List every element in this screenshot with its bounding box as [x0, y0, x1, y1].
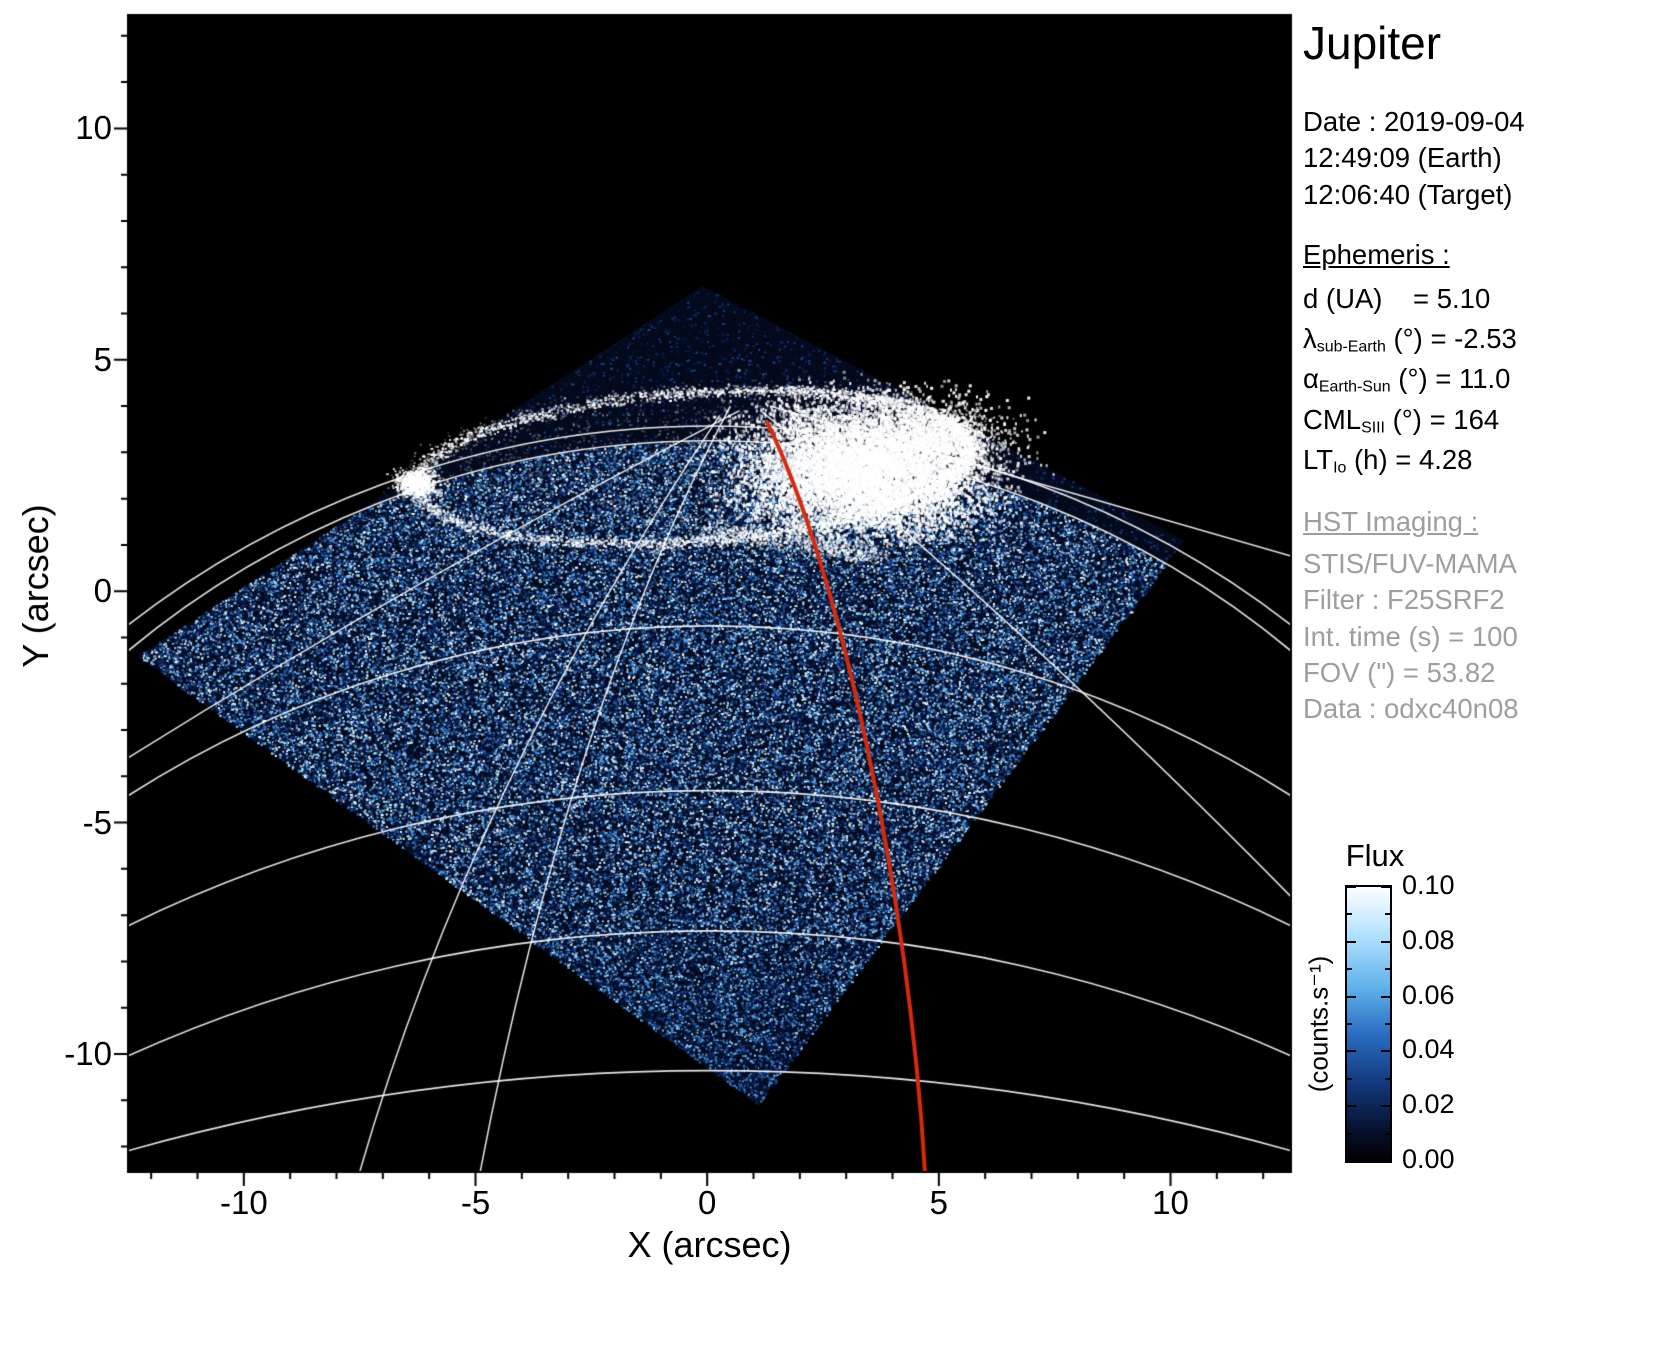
colorbar-tick-mark — [1347, 1160, 1356, 1162]
hst-imaging-heading: HST Imaging : — [1303, 505, 1479, 537]
ephemeris-subscript: sub-Earth — [1316, 338, 1386, 356]
flux-colorbar — [1345, 885, 1392, 1163]
y-tick-label: -10 — [64, 1034, 112, 1072]
colorbar-title: Flux — [1345, 838, 1405, 873]
colorbar-minor-tick-mark — [1385, 968, 1390, 971]
colorbar-minor-tick-mark — [1347, 913, 1352, 916]
colorbar-tick-mark — [1381, 1160, 1390, 1162]
colorbar-tick-label: 0.08 — [1402, 924, 1455, 955]
ephemeris-value: (°) = -2.53 — [1385, 323, 1517, 355]
colorbar-minor-tick-mark — [1385, 1023, 1390, 1025]
x-axis-label: X (arcsec) — [627, 1224, 792, 1265]
colorbar-minor-tick-mark — [1347, 968, 1352, 971]
colorbar-minor-tick-mark — [1385, 1077, 1390, 1080]
colorbar-minor-tick-mark — [1385, 913, 1390, 916]
colorbar-tick-mark — [1347, 1105, 1356, 1108]
colorbar-tick-label: 0.06 — [1402, 979, 1455, 1010]
ephemeris-subscript: Earth-Sun — [1318, 378, 1391, 396]
x-tick-label: 5 — [929, 1184, 949, 1221]
colorbar-tick-mark — [1347, 1050, 1356, 1053]
ephemeris-symbol: α — [1303, 363, 1319, 395]
colorbar-tick-mark — [1381, 995, 1390, 998]
colorbar-tick-mark — [1347, 995, 1356, 998]
ephemeris-symbol: CML — [1303, 403, 1362, 435]
ephemeris-row-lambda: λsub-Earth (°) = -2.53 — [1303, 319, 1675, 359]
x-tick-label: -5 — [460, 1184, 491, 1221]
colorbar-tick-mark — [1347, 886, 1356, 888]
x-tick-label: 0 — [697, 1184, 717, 1221]
date-line: Date : 2019-09-04 — [1303, 106, 1525, 137]
ephemeris-symbol: LT — [1303, 443, 1334, 475]
y-tick-label: -5 — [82, 803, 112, 841]
x-tick-label: 10 — [1152, 1184, 1189, 1221]
colorbar-tick-mark — [1381, 1050, 1390, 1053]
time-earth-line: 12:49:09 (Earth) — [1303, 142, 1502, 174]
colorbar-tick-label: 0.02 — [1402, 1089, 1455, 1120]
colorbar-tick-mark — [1381, 940, 1390, 943]
colorbar-minor-tick-mark — [1347, 1023, 1352, 1025]
ephemeris-row-alpha: αEarth-Sun (°) = 11.0 — [1303, 359, 1675, 399]
ephemeris-symbol: λ — [1303, 323, 1317, 355]
time-target-line: 12:06:40 (Target) — [1303, 178, 1513, 210]
hst-data-line: Data : odxc40n08 — [1303, 693, 1519, 725]
ephemeris-heading: Ephemeris : — [1303, 238, 1450, 270]
hst-inttime-line: Int. time (s) = 100 — [1303, 620, 1518, 652]
ephemeris-value: = 5.10 — [1382, 283, 1491, 315]
y-tick-label: 10 — [75, 109, 112, 147]
hst-filter-line: Filter : F25SRF2 — [1303, 584, 1505, 616]
hst-instrument-line: STIS/FUV-MAMA — [1303, 548, 1517, 580]
ephemeris-value: (°) = 164 — [1384, 403, 1500, 435]
colorbar-minor-tick-mark — [1347, 1132, 1352, 1135]
ephemeris-subscript: Io — [1333, 459, 1347, 477]
colorbar-tick-mark — [1381, 1105, 1390, 1108]
ephemeris-symbol: d (UA) — [1303, 283, 1383, 315]
colorbar-tick-label: 0.04 — [1402, 1034, 1455, 1065]
ephemeris-row-cml: CMLSIII (°) = 164 — [1303, 400, 1675, 440]
y-tick-label: 0 — [93, 572, 112, 610]
ephemeris-row-distance: d (UA) = 5.10 — [1303, 279, 1675, 319]
x-tick-label: -10 — [219, 1184, 268, 1221]
colorbar-tick-label: 0.00 — [1402, 1143, 1455, 1174]
colorbar-tick-mark — [1347, 940, 1356, 943]
info-panel: Jupiter Date : 2019-09-04 12:49:09 (Eart… — [1303, 16, 1675, 728]
target-title: Jupiter — [1303, 17, 1442, 69]
ephemeris-subscript: SIII — [1361, 419, 1385, 437]
colorbar-tick-label: 0.10 — [1402, 869, 1455, 900]
ephemeris-value: (h) = 4.28 — [1346, 443, 1473, 475]
hst-fov-line: FOV (") = 53.82 — [1303, 657, 1496, 689]
y-tick-label: 5 — [93, 340, 112, 378]
colorbar-minor-tick-mark — [1347, 1077, 1352, 1080]
ephemeris-row-lt: LTIo (h) = 4.28 — [1303, 440, 1675, 480]
colorbar-tick-mark — [1381, 886, 1390, 888]
colorbar-minor-tick-mark — [1385, 1132, 1390, 1135]
ephemeris-value: (°) = 11.0 — [1390, 363, 1511, 395]
colorbar-unit-label: (counts.s⁻¹) — [1303, 955, 1334, 1093]
